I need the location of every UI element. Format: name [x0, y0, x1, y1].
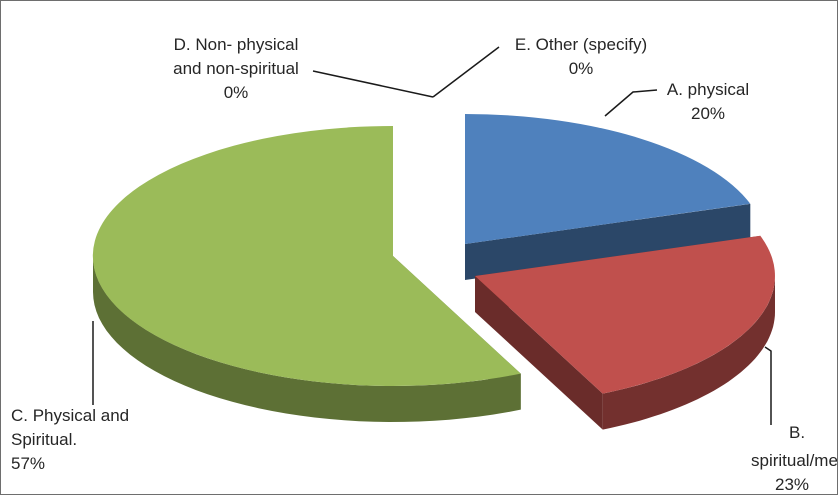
slice-b [475, 235, 775, 430]
leader-line-b [764, 346, 772, 425]
label-slice-d-pct: 0% [223, 83, 249, 102]
label-slice-b-line1: B. [789, 423, 806, 442]
label-slice-c-pct: 57% [11, 454, 46, 473]
slice-b-top [475, 235, 775, 394]
label-slice-c-line2: Spiritual. [11, 430, 78, 449]
slice-a-top [465, 114, 751, 244]
label-slice-d-line2: and non-spiritual [173, 59, 299, 78]
slice-c-side [93, 256, 521, 422]
leader-line-a [604, 89, 658, 117]
label-slice-b-line2: spiritual/menta [751, 451, 838, 470]
label-slice-d-line1: D. Non- physical [173, 35, 299, 54]
label-slice-a: A. physical 20% [653, 78, 763, 126]
slice-b-side [602, 276, 775, 430]
leader-line-d [312, 70, 434, 98]
slice-a [465, 114, 751, 280]
label-slice-b-pct: 23% [775, 475, 810, 494]
slice-c-top [92, 125, 521, 386]
label-slice-c: C. Physical and Spiritual. 57% [11, 404, 181, 476]
label-slice-a-pct: 20% [690, 104, 726, 123]
slice-a-cut-face-2 [465, 203, 751, 280]
label-slice-e-line1: E. Other (specify) [514, 35, 648, 54]
slice-c [92, 125, 521, 422]
label-slice-e: E. Other (specify) 0% [491, 33, 671, 81]
leader-line-e [432, 46, 500, 98]
label-slice-b: B. spiritual/menta 23% [751, 421, 838, 494]
label-slice-a-line1: A. physical [666, 80, 750, 99]
label-slice-d: D. Non- physical and non-spiritual 0% [151, 33, 321, 105]
label-slice-c-line1: C. Physical and [11, 406, 130, 425]
slice-b-cut-face-2 [475, 276, 603, 430]
label-slice-e-pct: 0% [568, 59, 594, 78]
